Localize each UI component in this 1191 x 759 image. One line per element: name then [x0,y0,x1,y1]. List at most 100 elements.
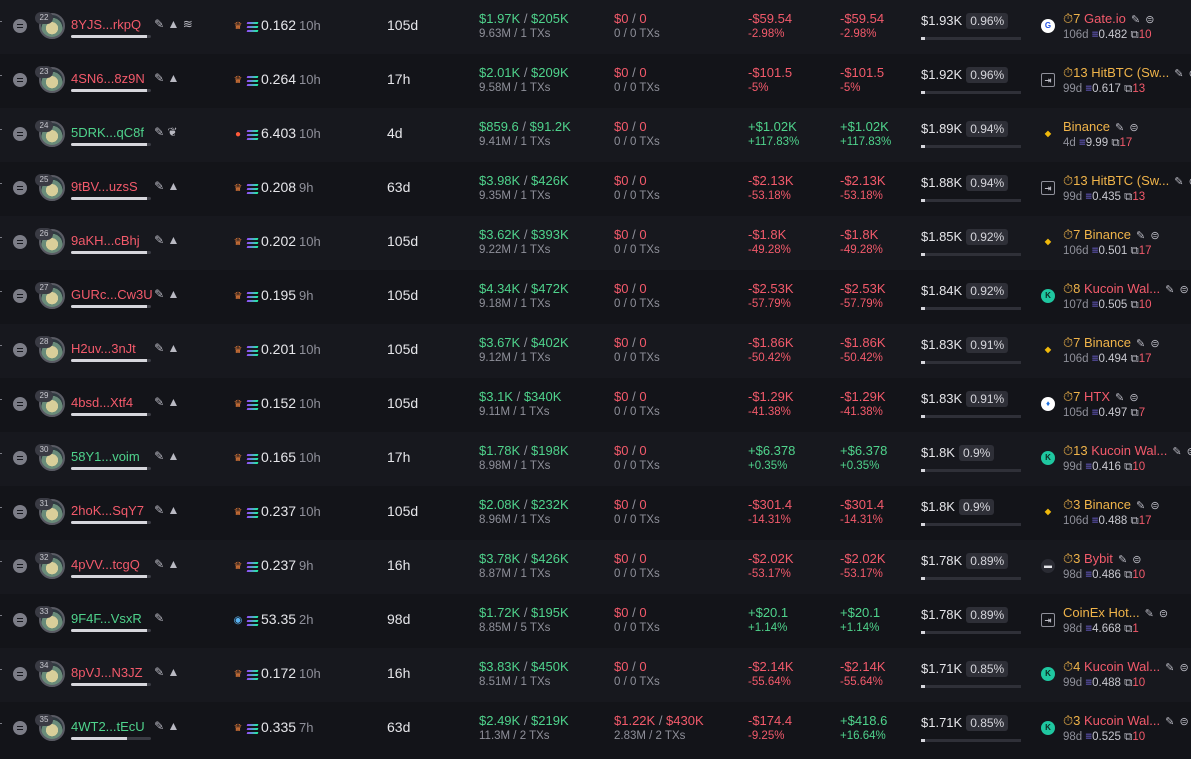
list-menu-icon[interactable] [13,127,27,141]
table-row[interactable]: 23 4SN6...8z9N ✎ ▲ ♛ 0.264 10h 17h $2.01K / $20… [0,54,1191,108]
expand-edge-icon[interactable] [0,667,5,679]
list-menu-icon[interactable] [13,73,27,87]
expand-edge-icon[interactable] [0,559,5,571]
table-row[interactable]: 22 8YJS...rkpQ ✎ ▲ ≋ ♛ 0.162 10h 105d $1.97K / … [0,0,1191,54]
bought-mc: $219K [531,713,569,728]
funding-age: 99d [1063,461,1083,473]
table-row[interactable]: 32 4pVV...tcgQ ✎ ▲ ♛ 0.237 9h 16h $3.78K / $426… [0,540,1191,594]
wallet-address-link[interactable]: 58Y1...voim [71,449,140,464]
avatar[interactable] [39,175,65,201]
unrealized-pnl-usd: -$2.14K [840,659,886,674]
expand-edge-icon[interactable] [0,289,5,301]
wallet-tag-icons[interactable]: ✎ ▲ ≋ [154,17,193,31]
bought-usd: $3.78K [479,551,521,566]
table-row[interactable]: 30 58Y1...voim ✎ ▲ ♛ 0.165 10h 17h $1.78K / $19… [0,432,1191,486]
wallet-tag-icons[interactable]: ✎ ▲ [154,341,180,355]
wallet-address-link[interactable]: 4bsd...Xtf4 [71,395,134,410]
funding-source[interactable]: ⏱13 HitBTC (Sw... ✎ ⊜ [1063,65,1191,81]
wallet-address-link[interactable]: 8YJS...rkpQ [71,17,142,32]
wallet-address-link[interactable]: 8pVJ...N3JZ [71,665,143,680]
table-row[interactable]: 26 9aKH...cBhj ✎ ▲ ♛ 0.202 10h 105d $3.62K / $3… [0,216,1191,270]
table-row[interactable]: 35 4WT2...tEcU ✎ ▲ ♛ 0.335 7h 63d $2.49K / $219… [0,702,1191,756]
expand-edge-icon[interactable] [0,721,5,733]
list-menu-icon[interactable] [13,397,27,411]
wallet-tag-icons[interactable]: ✎ ❦ [154,125,178,139]
table-row[interactable]: 27 GURc...Cw3U ✎ ▲ ♛ 0.195 9h 105d $4.34K / $47… [0,270,1191,324]
wallet-address-link[interactable]: GURc...Cw3U [71,287,153,302]
wallet-address-link[interactable]: 2hoK...SqY7 [71,503,144,518]
list-menu-icon[interactable] [13,451,27,465]
funding-source[interactable]: ⏱3 Kucoin Wal... ✎ ⊜ [1063,713,1189,729]
funding-source[interactable]: ⏱8 Kucoin Wal... ✎ ⊜ [1063,281,1189,297]
funding-tx-count: 13 [1132,83,1146,95]
wallet-tag-icons[interactable]: ✎ ▲ [154,449,180,463]
expand-edge-icon[interactable] [0,73,5,85]
pencil-icon: ✎ [1162,662,1175,674]
table-row[interactable]: 24 5DRK...qC8f ✎ ❦ ● 6.403 10h 4d $859.6 / $91.… [0,108,1191,162]
expand-edge-icon[interactable] [0,613,5,625]
wallet-tag-icons[interactable]: ✎ ▲ [154,503,180,517]
expand-edge-icon[interactable] [0,397,5,409]
funding-sol-amount: 0.488 [1092,677,1121,689]
list-menu-icon[interactable] [13,181,27,195]
table-row[interactable]: 29 4bsd...Xtf4 ✎ ▲ ♛ 0.152 10h 105d $3.1K / $34… [0,378,1191,432]
table-row[interactable]: 28 H2uv...3nJt ✎ ▲ ♛ 0.201 10h 105d $3.67K / $4… [0,324,1191,378]
wallet-address-link[interactable]: 9F4F...VsxR [71,611,142,626]
funding-source[interactable]: ⏱7 Gate.io ✎ ⊜ [1063,11,1154,27]
list-menu-icon[interactable] [13,19,27,33]
wallet-address-link[interactable]: 5DRK...qC8f [71,125,144,140]
sold-mc: 0 [639,659,647,674]
list-menu-icon[interactable] [13,613,27,627]
expand-edge-icon[interactable] [0,343,5,355]
wallet-tag-icons[interactable]: ✎ ▲ [154,71,180,85]
list-menu-icon[interactable] [13,667,27,681]
expand-edge-icon[interactable] [0,451,5,463]
wallet-activity-bar [71,197,151,200]
funding-source[interactable]: ⏱13 Kucoin Wal... ✎ ⊜ [1063,443,1191,459]
sold-usd: $0 [614,281,629,296]
funding-source[interactable]: ⏱13 HitBTC (Sw... ✎ ⊜ [1063,173,1191,189]
funding-source[interactable]: Binance ✎ ⊜ [1063,119,1139,134]
wallet-address-link[interactable]: H2uv...3nJt [71,341,136,356]
remaining-bar [921,415,1021,418]
wallet-tag-icons[interactable]: ✎ ▲ [154,179,180,193]
funding-source[interactable]: ⏱7 HTX ✎ ⊜ [1063,389,1139,405]
expand-edge-icon[interactable] [0,127,5,139]
funding-source[interactable]: ⏱7 Binance ✎ ⊜ [1063,227,1160,243]
sol-balance-value: 0.172 [261,665,297,681]
expand-edge-icon[interactable] [0,19,5,31]
table-row[interactable]: 25 9tBV...uzsS ✎ ▲ ♛ 0.208 9h 63d $3.98K / $426… [0,162,1191,216]
wallet-address-link[interactable]: 4WT2...tEcU [71,719,145,734]
expand-edge-icon[interactable] [0,505,5,517]
wallet-address-link[interactable]: 9tBV...uzsS [71,179,138,194]
list-menu-icon[interactable] [13,559,27,573]
table-row[interactable]: 34 8pVJ...N3JZ ✎ ▲ ♛ 0.172 10h 16h $3.83K / $45… [0,648,1191,702]
list-menu-icon[interactable] [13,289,27,303]
wallet-address-link[interactable]: 4SN6...8z9N [71,71,145,86]
list-menu-icon[interactable] [13,721,27,735]
wallet-tag-icons[interactable]: ✎ ▲ [154,395,180,409]
funding-source[interactable]: ⏱4 Kucoin Wal... ✎ ⊜ [1063,659,1189,675]
list-menu-icon[interactable] [13,343,27,357]
wallet-tag-icons[interactable]: ✎ ▲ [154,233,180,247]
wallet-address-link[interactable]: 9aKH...cBhj [71,233,140,248]
funding-source[interactable]: ⏱3 Binance ✎ ⊜ [1063,497,1160,513]
wallet-tag-icons[interactable]: ✎ ▲ [154,287,180,301]
list-menu-icon[interactable] [13,505,27,519]
wallet-address-link[interactable]: 4pVV...tcgQ [71,557,140,572]
funding-source[interactable]: CoinEx Hot... ✎ ⊜ [1063,605,1168,620]
wallet-tag-icons[interactable]: ✎ [154,611,165,625]
rank-badge: 26 [35,228,53,240]
wallet-tag-icons[interactable]: ✎ ▲ [154,557,180,571]
list-menu-icon[interactable] [13,235,27,249]
funding-source[interactable]: ⏱3 Bybit ✎ ⊜ [1063,551,1141,567]
wallet-tag-icons[interactable]: ✎ ▲ [154,665,180,679]
expand-edge-icon[interactable] [0,235,5,247]
sold-usd: $0 [614,605,629,620]
funding-source[interactable]: ⏱7 Binance ✎ ⊜ [1063,335,1160,351]
separator: / [628,227,640,242]
wallet-tag-icons[interactable]: ✎ ▲ [154,719,180,733]
expand-edge-icon[interactable] [0,181,5,193]
table-row[interactable]: 31 2hoK...SqY7 ✎ ▲ ♛ 0.237 10h 105d $2.08K / $2… [0,486,1191,540]
table-row[interactable]: 33 9F4F...VsxR ✎ ◉ 53.35 2h 98d $1.72K / $195K 8… [0,594,1191,648]
